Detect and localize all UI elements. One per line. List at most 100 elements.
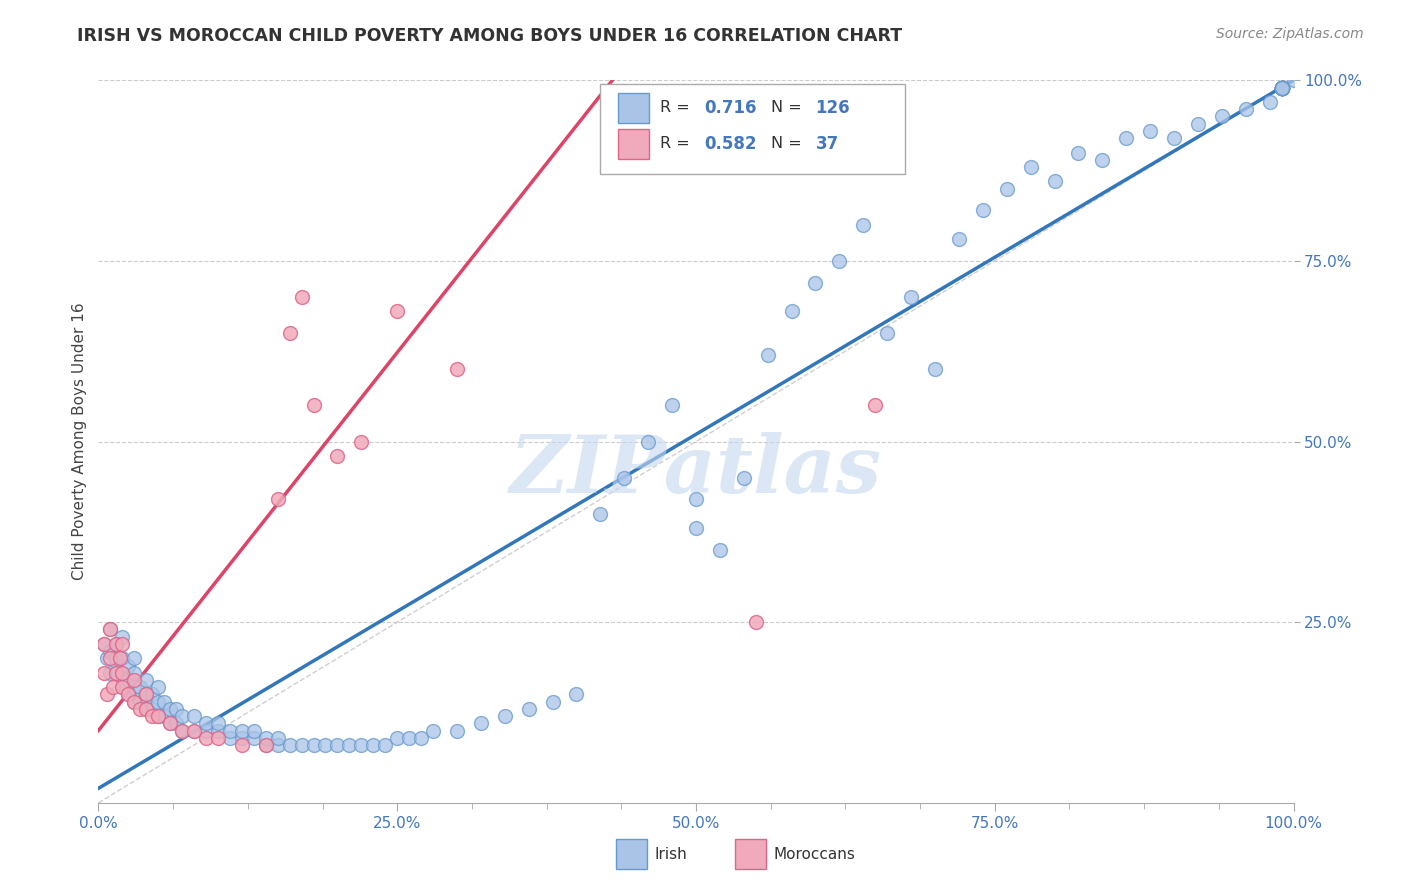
Point bbox=[93, 637, 115, 651]
Point bbox=[124, 665, 146, 680]
Point bbox=[117, 687, 139, 701]
Point bbox=[231, 738, 253, 752]
Point bbox=[363, 738, 385, 752]
Point bbox=[267, 731, 290, 745]
Point bbox=[93, 665, 115, 680]
Point bbox=[1271, 80, 1294, 95]
Point bbox=[374, 738, 396, 752]
Point bbox=[326, 449, 349, 463]
Y-axis label: Child Poverty Among Boys Under 16: Child Poverty Among Boys Under 16 bbox=[72, 302, 87, 581]
Point bbox=[972, 203, 994, 218]
Point bbox=[995, 182, 1018, 196]
Point bbox=[661, 398, 683, 412]
Point bbox=[124, 651, 146, 665]
Text: 0.582: 0.582 bbox=[704, 135, 756, 153]
Point bbox=[900, 290, 922, 304]
Point bbox=[267, 738, 290, 752]
Point bbox=[637, 434, 659, 449]
Point bbox=[1091, 153, 1114, 167]
Point bbox=[195, 716, 218, 731]
Point bbox=[117, 658, 139, 673]
Point bbox=[291, 738, 314, 752]
Point bbox=[517, 702, 540, 716]
Point bbox=[1271, 80, 1294, 95]
Point bbox=[141, 709, 163, 723]
Point bbox=[135, 702, 157, 716]
Point bbox=[148, 680, 170, 694]
Point bbox=[98, 651, 122, 665]
Point bbox=[291, 290, 314, 304]
Point bbox=[159, 702, 181, 716]
Point bbox=[1019, 160, 1042, 174]
Point bbox=[111, 651, 134, 665]
Point bbox=[165, 716, 187, 731]
Point bbox=[1187, 117, 1209, 131]
Point bbox=[195, 723, 218, 738]
Point bbox=[98, 665, 122, 680]
Point bbox=[541, 695, 564, 709]
Text: 37: 37 bbox=[815, 135, 839, 153]
Point bbox=[302, 738, 325, 752]
Point bbox=[339, 738, 361, 752]
Point bbox=[135, 687, 157, 701]
Point bbox=[111, 637, 134, 651]
Point bbox=[254, 731, 277, 745]
Text: IRISH VS MOROCCAN CHILD POVERTY AMONG BOYS UNDER 16 CORRELATION CHART: IRISH VS MOROCCAN CHILD POVERTY AMONG BO… bbox=[77, 27, 903, 45]
Point bbox=[1234, 102, 1257, 116]
Point bbox=[1271, 80, 1294, 95]
Point bbox=[1211, 110, 1233, 124]
Point bbox=[243, 723, 266, 738]
Point bbox=[1271, 80, 1294, 95]
Text: Source: ZipAtlas.com: Source: ZipAtlas.com bbox=[1216, 27, 1364, 41]
Point bbox=[111, 680, 134, 694]
Text: 0.716: 0.716 bbox=[704, 99, 756, 117]
Point bbox=[195, 731, 218, 745]
Point bbox=[207, 723, 229, 738]
FancyBboxPatch shape bbox=[619, 93, 650, 123]
Point bbox=[172, 723, 194, 738]
Point bbox=[278, 326, 301, 340]
Point bbox=[470, 716, 492, 731]
Point bbox=[1271, 80, 1294, 95]
Point bbox=[613, 470, 636, 484]
Point bbox=[254, 738, 277, 752]
Point bbox=[105, 637, 128, 651]
Point bbox=[117, 687, 139, 701]
Point bbox=[129, 702, 152, 716]
Point bbox=[183, 723, 205, 738]
Point bbox=[446, 723, 468, 738]
Point bbox=[1282, 73, 1305, 87]
Point bbox=[422, 723, 444, 738]
Text: R =: R = bbox=[661, 136, 695, 152]
Point bbox=[148, 709, 170, 723]
Point bbox=[243, 731, 266, 745]
Point bbox=[219, 731, 242, 745]
Point bbox=[1271, 80, 1294, 95]
Point bbox=[1271, 80, 1294, 95]
Point bbox=[165, 702, 187, 716]
Point bbox=[183, 709, 205, 723]
Point bbox=[1271, 80, 1294, 95]
Point bbox=[98, 623, 122, 637]
Point bbox=[172, 709, 194, 723]
Point bbox=[1271, 80, 1294, 95]
Point bbox=[565, 687, 588, 701]
Point bbox=[96, 651, 118, 665]
Point bbox=[129, 680, 152, 694]
Point bbox=[105, 651, 128, 665]
Point bbox=[207, 731, 229, 745]
Point bbox=[135, 702, 157, 716]
Point bbox=[172, 723, 194, 738]
Point bbox=[111, 665, 134, 680]
Point bbox=[1271, 80, 1294, 95]
Point bbox=[1258, 95, 1281, 109]
Point bbox=[589, 507, 612, 521]
Point bbox=[96, 687, 118, 701]
Point bbox=[278, 738, 301, 752]
Text: ZIPatlas: ZIPatlas bbox=[510, 432, 882, 509]
Point bbox=[1271, 80, 1294, 95]
Point bbox=[1115, 131, 1137, 145]
Point bbox=[111, 630, 134, 644]
Point bbox=[135, 673, 157, 687]
Point bbox=[1271, 80, 1294, 95]
